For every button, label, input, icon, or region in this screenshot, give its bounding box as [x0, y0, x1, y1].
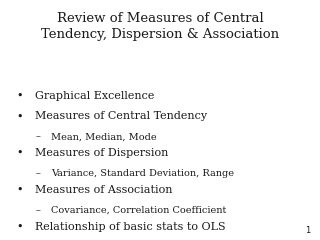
Text: –: –: [35, 169, 40, 178]
Text: Measures of Dispersion: Measures of Dispersion: [35, 148, 169, 158]
Text: –: –: [35, 206, 40, 215]
Text: Graphical Excellence: Graphical Excellence: [35, 91, 155, 101]
Text: Variance, Standard Deviation, Range: Variance, Standard Deviation, Range: [51, 169, 234, 178]
Text: Measures of Central Tendency: Measures of Central Tendency: [35, 111, 207, 121]
Text: Mean, Median, Mode: Mean, Median, Mode: [51, 132, 157, 141]
Text: •: •: [16, 185, 22, 195]
Text: Covariance, Correlation Coefficient: Covariance, Correlation Coefficient: [51, 206, 227, 215]
Text: •: •: [16, 111, 22, 121]
Text: Review of Measures of Central
Tendency, Dispersion & Association: Review of Measures of Central Tendency, …: [41, 12, 279, 41]
Text: Relationship of basic stats to OLS: Relationship of basic stats to OLS: [35, 222, 226, 232]
Text: 1: 1: [305, 226, 310, 235]
Text: •: •: [16, 222, 22, 232]
Text: •: •: [16, 148, 22, 158]
Text: –: –: [35, 132, 40, 141]
Text: •: •: [16, 91, 22, 101]
Text: Measures of Association: Measures of Association: [35, 185, 173, 195]
